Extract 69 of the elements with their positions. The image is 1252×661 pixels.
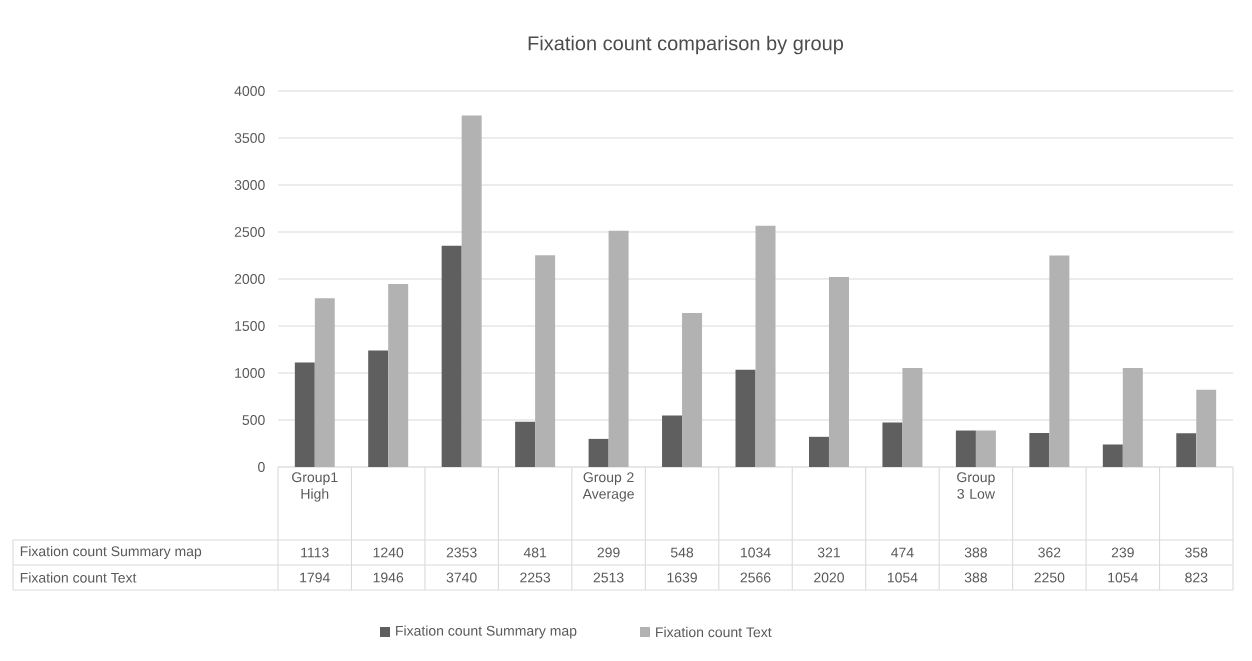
data-label: 3740 (446, 572, 477, 583)
y-tick-label: 0 (258, 462, 265, 472)
y-tick-label: 2000 (234, 274, 265, 284)
bar (902, 367, 923, 467)
bar (1122, 367, 1143, 467)
bar (535, 255, 556, 467)
chart-title: Fixation count comparison by group (528, 35, 844, 55)
y-tick-label: 1500 (235, 321, 265, 331)
data-label: 1034 (741, 547, 771, 558)
data-label: 548 (670, 547, 694, 558)
bar (808, 436, 829, 467)
legend-label: Fixation count Summary map (396, 625, 577, 639)
bar (368, 350, 389, 467)
bar (588, 438, 609, 467)
x-tick-label: Group 2 Average (582, 472, 634, 502)
y-tick-label: 500 (242, 415, 265, 425)
y-tick-label: 4000 (234, 86, 265, 96)
data-label: 2020 (814, 572, 844, 583)
data-label: 474 (891, 547, 914, 558)
legend-label: Fixation count Text (656, 626, 772, 638)
y-tick-label: 3000 (234, 180, 265, 190)
text: Fixation count Summary map (20, 545, 202, 560)
bar (955, 430, 976, 467)
data-label: 299 (597, 547, 620, 558)
data-label: 362 (1038, 547, 1061, 558)
text: Fixation count Text (20, 572, 137, 583)
bar (755, 225, 776, 467)
bar (1196, 389, 1217, 467)
bar (828, 277, 849, 467)
bar (314, 298, 335, 467)
y-tick-label: 3500 (234, 133, 265, 143)
data-label: 358 (1185, 547, 1208, 558)
data-label: 1794 (300, 572, 330, 583)
bar (735, 369, 756, 467)
data-label: 2566 (740, 572, 771, 583)
data-label: 1113 (301, 547, 329, 558)
data-label: 321 (817, 547, 840, 558)
data-label: 239 (1111, 547, 1134, 558)
data-label: 481 (523, 547, 547, 558)
bar (662, 415, 683, 467)
data-label: 1054 (887, 572, 918, 583)
bar (1049, 255, 1070, 467)
data-label: 1240 (373, 547, 404, 558)
x-tick-label: Group 3 Low (957, 472, 995, 499)
data-label: 2353 (446, 547, 477, 558)
data-label: 1639 (667, 572, 697, 583)
bar (1102, 444, 1123, 467)
bar (441, 245, 462, 467)
data-label: 2253 (520, 572, 551, 583)
data-label: 2250 (1034, 572, 1065, 583)
y-tick-label: 1000 (235, 368, 265, 378)
bar (975, 430, 996, 467)
data-label: 823 (1185, 572, 1208, 583)
bar (682, 312, 703, 467)
data-label: 1054 (1108, 572, 1138, 583)
bar (882, 422, 903, 467)
y-tick-label: 2500 (234, 227, 265, 237)
bar (1176, 433, 1197, 467)
x-tick-label: Group1 High (292, 472, 338, 502)
bar (1029, 432, 1050, 467)
data-label: 388 (964, 572, 987, 583)
bar (294, 362, 315, 467)
data-label: 388 (964, 547, 987, 558)
bar (608, 230, 629, 467)
bar (388, 284, 409, 467)
bar (515, 421, 536, 467)
data-label: 1946 (373, 572, 404, 583)
data-label: 2513 (593, 572, 624, 583)
bar (461, 115, 482, 467)
